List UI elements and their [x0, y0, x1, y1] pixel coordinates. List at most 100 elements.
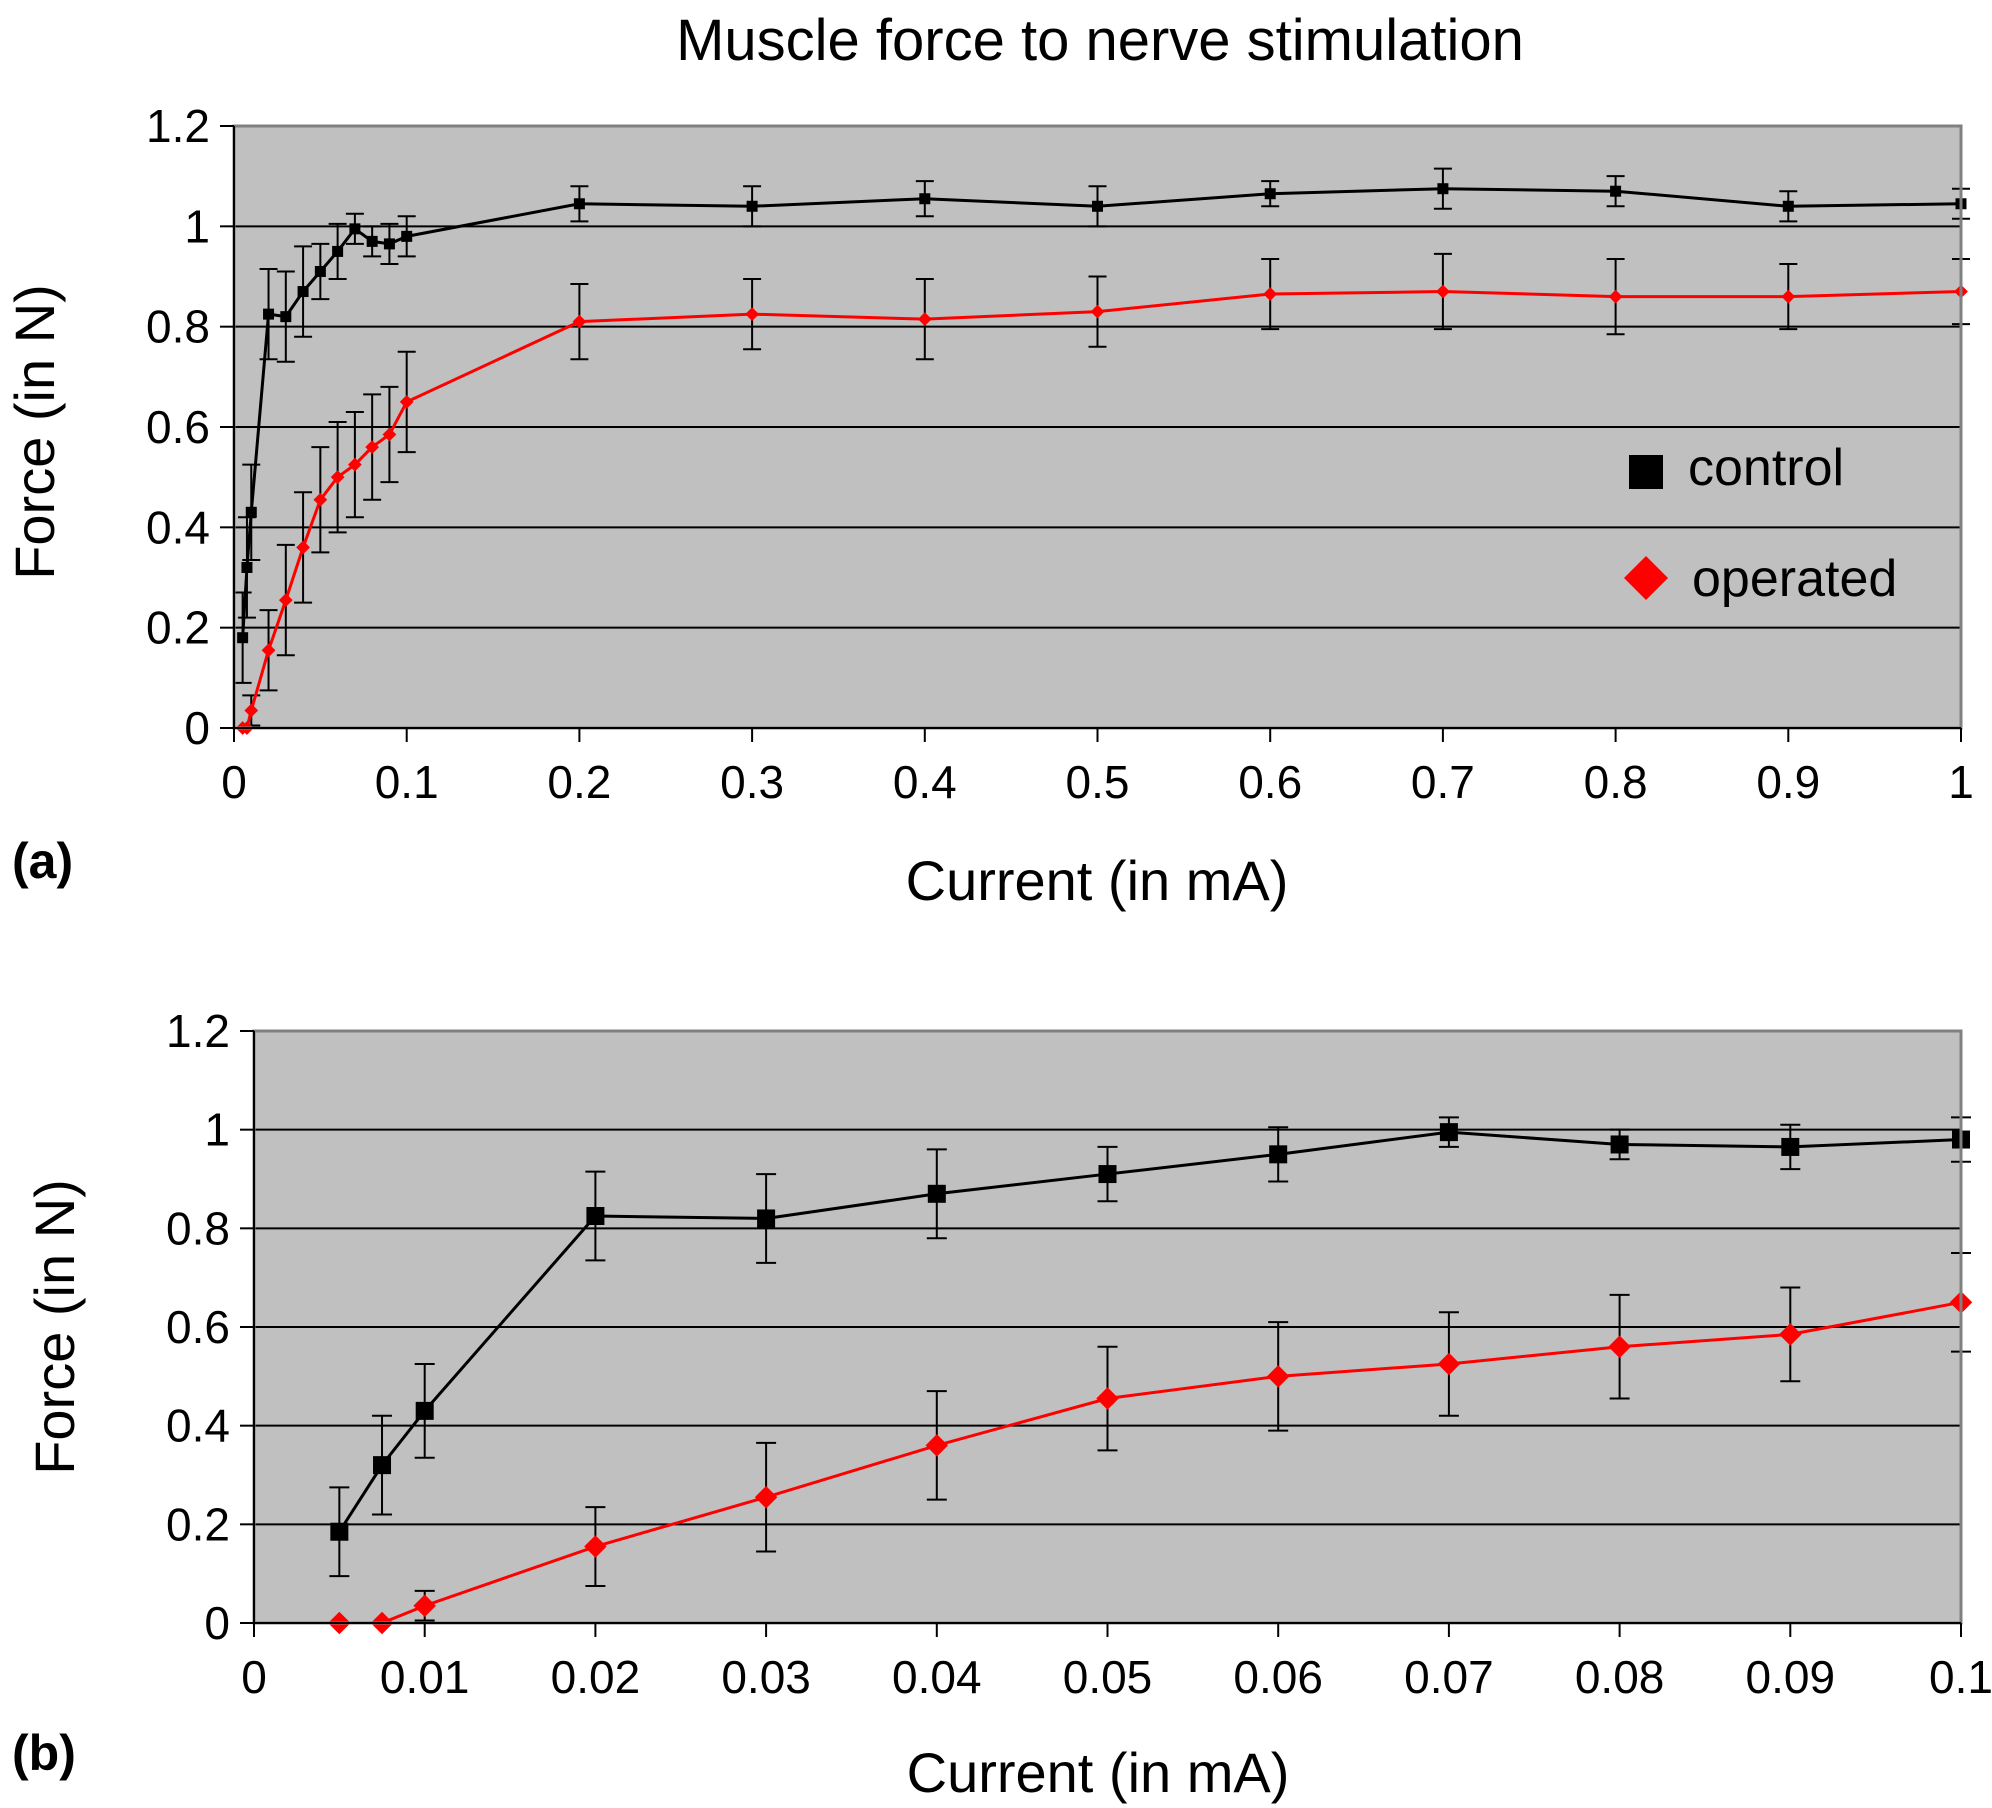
data-point-control — [1092, 200, 1103, 212]
data-point-control — [586, 1207, 605, 1225]
y-tick-label: 0.6 — [166, 1301, 230, 1353]
x-tick-label: 0.04 — [892, 1651, 982, 1703]
x-tick-label: 0.06 — [1233, 1651, 1323, 1703]
x-tick-label: 0.05 — [1063, 1651, 1153, 1703]
series-control — [329, 1116, 1971, 1578]
x-tick-label: 0.07 — [1404, 1651, 1494, 1703]
x-tick-label: 0.09 — [1746, 1651, 1836, 1703]
data-point-operated — [1608, 289, 1623, 304]
data-point-control — [927, 1184, 946, 1203]
x-tick-label: 0.1 — [1929, 1651, 1992, 1703]
data-point-operated — [330, 470, 345, 485]
data-point-operated — [413, 1594, 436, 1617]
data-point-control — [1781, 1137, 1800, 1156]
y-tick-label: 1.2 — [166, 1005, 230, 1057]
tick-labels-a: 0 0.2 0.4 0.6 0.8 1 1.2 0 0.1 0.2 0.3 0.4 0.5 0.6 0.7 0… — [146, 100, 1974, 808]
data-point-control — [757, 1209, 776, 1228]
data-point-operated — [296, 540, 310, 555]
x-tick-label: 0.7 — [1411, 756, 1475, 808]
data-point-control — [1439, 1123, 1458, 1142]
data-point-control — [241, 561, 253, 573]
series-operated — [328, 1252, 1973, 1635]
y-tick-label: 0.2 — [166, 1498, 230, 1550]
series-control — [233, 167, 1970, 684]
x-tick-label: 0.01 — [380, 1651, 470, 1703]
y-tick-label: 0.2 — [146, 602, 210, 654]
data-point-operated — [1436, 284, 1450, 299]
data-point-control — [1269, 1145, 1288, 1164]
data-point-control — [415, 1401, 434, 1420]
legend-operated-label: operated — [1692, 550, 1897, 608]
data-point-control — [237, 632, 249, 644]
data-point-control — [245, 506, 257, 518]
data-point-control — [1610, 1135, 1629, 1154]
data-point-operated — [244, 703, 259, 718]
data-point-control — [373, 1456, 392, 1475]
data-point-control — [297, 286, 309, 298]
panel-label-a: (a) — [12, 833, 73, 889]
legend-control-marker — [1629, 455, 1663, 489]
data-point-control — [1610, 185, 1622, 197]
data-point-operated — [313, 492, 328, 507]
data-point-control — [330, 1522, 349, 1541]
x-tick-label: 0 — [241, 1651, 267, 1703]
series-line-control — [338, 1130, 1962, 1533]
data-point-control — [1437, 183, 1449, 195]
data-point-control — [1782, 200, 1794, 212]
series-layer-b — [328, 1116, 1973, 1635]
data-point-control — [383, 238, 395, 250]
legend-operated-marker — [1624, 556, 1668, 600]
y-tick-label: 0.6 — [146, 401, 210, 453]
panel-a: 0 0.2 0.4 0.6 0.8 1 1.2 0 0.1 0.2 0.3 0.4 0.5 0.6 0.7 0… — [3, 100, 1974, 912]
data-point-control — [401, 230, 413, 242]
series-layer-a — [233, 167, 1970, 735]
x-tick-label: 0.1 — [375, 756, 439, 808]
panel-label-b: (b) — [12, 1725, 76, 1781]
data-point-operated — [261, 643, 276, 658]
data-point-operated — [1437, 1352, 1461, 1376]
data-point-operated — [1608, 1335, 1631, 1358]
data-point-control — [349, 223, 361, 235]
y-tick-label: 0.8 — [166, 1202, 230, 1254]
axes-a — [220, 125, 1962, 742]
x-tick-label: 0.5 — [1066, 756, 1130, 808]
y-tick-label: 0 — [204, 1597, 230, 1649]
legend-control-label: control — [1688, 439, 1844, 497]
x-tick-label: 0.8 — [1584, 756, 1648, 808]
panel-b: 0 0.2 0.4 0.6 0.8 1 1.2 0 0.01 0.02 0.03 0.04 0.05 0.… — [12, 1005, 1992, 1804]
x-tick-label: 0.2 — [547, 756, 611, 808]
data-point-operated — [754, 1485, 778, 1509]
x-tick-label: 0.03 — [721, 1651, 811, 1703]
data-point-operated — [365, 440, 380, 454]
data-point-operated — [925, 1434, 949, 1457]
data-point-control — [314, 265, 326, 277]
y-tick-label: 0.8 — [146, 301, 210, 353]
legend: control operated — [1624, 439, 1897, 608]
x-tick-label: 1 — [1948, 756, 1974, 808]
y-tick-label: 0.4 — [166, 1400, 230, 1452]
data-point-operated — [917, 312, 932, 327]
data-point-operated — [1781, 289, 1796, 304]
y-axis-title-a: Force (in N) — [3, 284, 66, 580]
data-point-operated — [1096, 1387, 1119, 1410]
data-point-operated — [1263, 287, 1278, 301]
data-point-operated — [382, 427, 397, 442]
data-point-operated — [745, 307, 759, 321]
data-point-control — [573, 198, 585, 210]
data-point-operated — [1779, 1323, 1802, 1346]
x-tick-label: 0.02 — [551, 1651, 641, 1703]
data-point-control — [1098, 1165, 1117, 1184]
tick-labels-b: 0 0.2 0.4 0.6 0.8 1 1.2 0 0.01 0.02 0.03 0.04 0.05 0.… — [166, 1005, 1992, 1703]
x-axis-title-a: Current (in mA) — [906, 849, 1289, 912]
y-tick-label: 1 — [204, 1104, 230, 1156]
data-point-operated — [1090, 304, 1105, 319]
series-operated — [235, 252, 1970, 735]
x-tick-label: 0.9 — [1756, 756, 1820, 808]
y-tick-label: 1 — [184, 200, 210, 252]
data-point-control — [332, 245, 344, 257]
data-point-control — [263, 308, 275, 320]
data-point-operated — [348, 457, 362, 472]
data-point-operated — [399, 395, 414, 409]
data-point-operated — [584, 1535, 607, 1558]
